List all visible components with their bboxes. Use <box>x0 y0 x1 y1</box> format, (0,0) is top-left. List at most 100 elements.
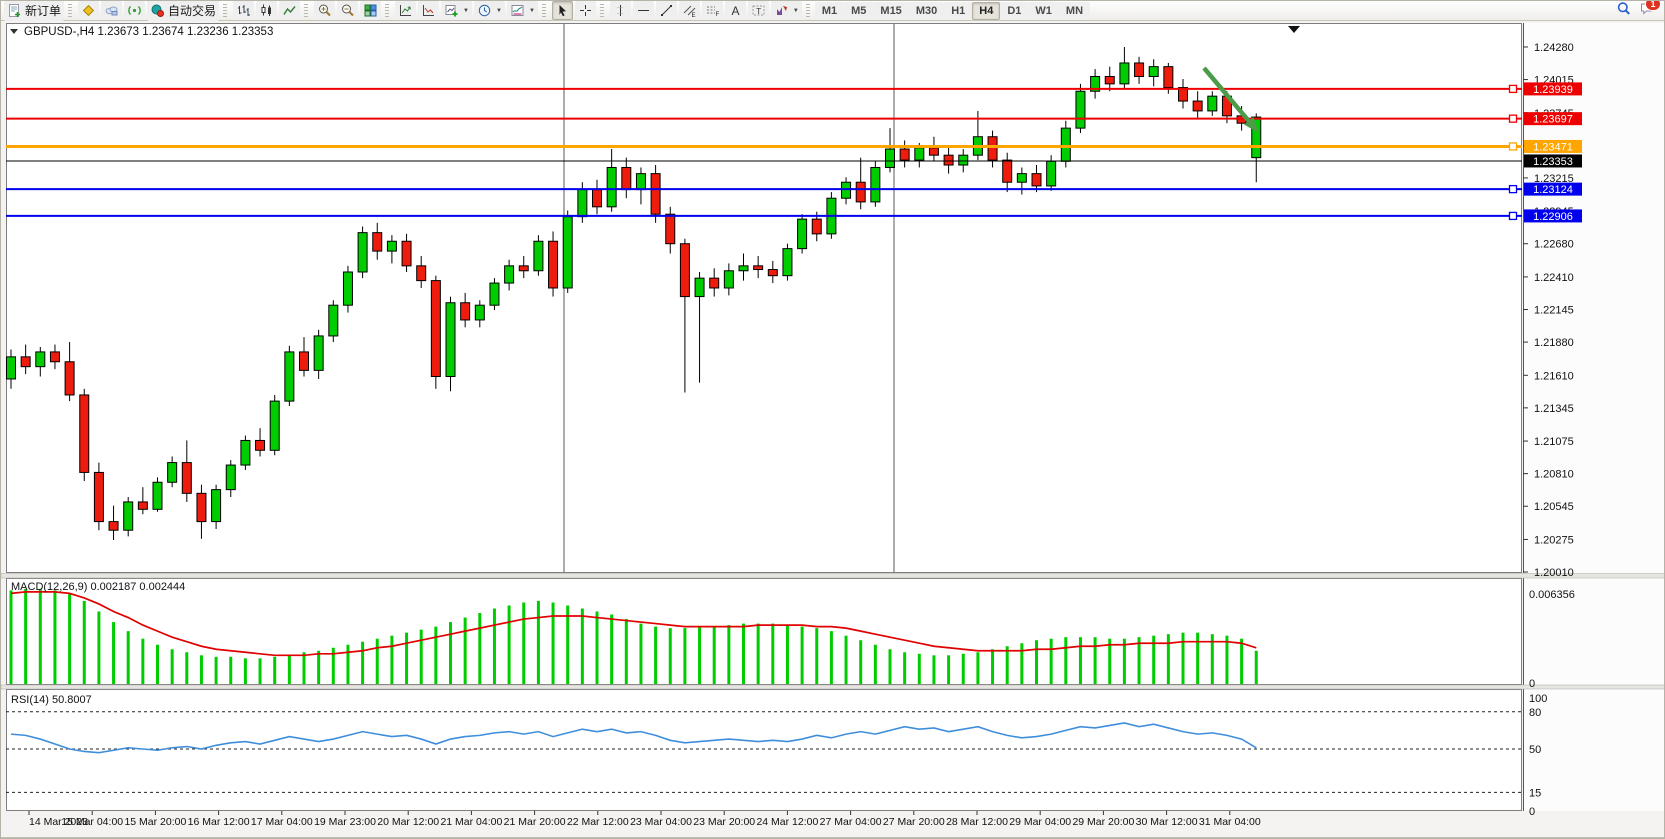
terminal-button[interactable] <box>101 1 123 20</box>
svg-text:27 Mar 20:00: 27 Mar 20:00 <box>883 816 945 828</box>
indicators-window-button[interactable] <box>395 1 417 20</box>
notification-badge: 1 <box>1645 1 1661 11</box>
svg-text:16 Mar 12:00: 16 Mar 12:00 <box>188 816 250 828</box>
arrows-icon <box>774 3 789 18</box>
timeframe-mn-button[interactable]: MN <box>1058 1 1091 20</box>
svg-text:100: 100 <box>1529 693 1547 705</box>
search-button[interactable] <box>1616 1 1631 21</box>
signals-button[interactable] <box>124 1 146 20</box>
toolbar-group-profiles: ▼ ▼ ▼ <box>392 1 541 20</box>
svg-text:GBPUSD-,H4 1.23673 1.23674 1.: GBPUSD-,H4 1.23673 1.23674 1.23236 1.233… <box>24 26 273 38</box>
template-icon <box>510 3 525 18</box>
svg-text:1.20545: 1.20545 <box>1534 501 1574 513</box>
candle-chart-icon <box>259 3 274 18</box>
timeframe-m30-button[interactable]: M30 <box>908 1 945 20</box>
cursor-icon <box>555 3 570 18</box>
svg-text:1.20275: 1.20275 <box>1534 534 1574 546</box>
add-indicator-icon <box>444 3 459 18</box>
toolbar-right: 1 <box>1616 1 1664 21</box>
market-watch-button[interactable] <box>78 1 100 20</box>
svg-text:21 Mar 04:00: 21 Mar 04:00 <box>440 816 502 828</box>
svg-text:1.22906: 1.22906 <box>1533 211 1573 223</box>
toolbar-group-cursor-tools <box>549 1 599 20</box>
svg-text:1.21075: 1.21075 <box>1534 436 1574 448</box>
toolbar-group-objects: E F A T ▼ <box>607 1 805 20</box>
svg-text:29 Mar 20:00: 29 Mar 20:00 <box>1072 816 1134 828</box>
candlesticks-layer <box>6 46 1262 541</box>
svg-text:1.20010: 1.20010 <box>1534 567 1574 579</box>
cloud-icon <box>104 3 119 18</box>
templates-button[interactable]: ▼ <box>506 1 538 20</box>
pane-frames <box>1 23 1664 838</box>
zoom-in-button[interactable] <box>314 1 336 20</box>
bar-chart-button[interactable] <box>233 1 255 20</box>
bar-chart-icon <box>236 3 251 18</box>
line-chart-button[interactable] <box>279 1 301 20</box>
svg-text:80: 80 <box>1529 707 1541 719</box>
timeframe-m5-button[interactable]: M5 <box>844 1 874 20</box>
tile-icon <box>363 3 378 18</box>
timeframe-m1-button[interactable]: M1 <box>814 1 845 20</box>
hline-icon <box>636 3 651 18</box>
svg-text:1.22680: 1.22680 <box>1534 239 1574 251</box>
dropdown-arrow-icon[interactable]: ▼ <box>792 7 799 14</box>
toolbar-grip <box>223 4 228 17</box>
crosshair-button[interactable] <box>574 1 596 20</box>
timeframe-h1-button[interactable]: H1 <box>944 1 973 20</box>
rsi-pane: RSI(14) 50.8007 100 80 50 15 0 <box>6 693 1547 818</box>
text-a-icon: A <box>728 3 743 18</box>
arrow-objects-button[interactable]: ▼ <box>770 1 802 20</box>
timeframe-d1-button[interactable]: D1 <box>1000 1 1029 20</box>
svg-text:A: A <box>731 4 739 18</box>
timeframe-h4-button[interactable]: H4 <box>972 1 1001 20</box>
line-chart-icon <box>282 3 297 18</box>
toolbar-grip <box>68 4 73 17</box>
notifications-button[interactable]: 1 <box>1639 1 1661 21</box>
text-label-button[interactable]: T <box>747 1 769 20</box>
vertical-line-button[interactable] <box>609 1 631 20</box>
indicator-a-icon <box>398 3 413 18</box>
trendline-button[interactable] <box>655 1 677 20</box>
auto-trading-button[interactable]: 自动交易 <box>147 1 220 21</box>
svg-text:1.24280: 1.24280 <box>1534 42 1574 54</box>
vline-icon <box>613 3 628 18</box>
timeframe-w1-button[interactable]: W1 <box>1028 1 1059 20</box>
text-button[interactable]: A <box>724 1 746 20</box>
svg-text:27 Mar 04:00: 27 Mar 04:00 <box>820 816 882 828</box>
svg-text:E: E <box>691 13 695 18</box>
new-order-label: 新订单 <box>25 4 62 18</box>
zoom-out-icon <box>340 3 355 18</box>
svg-text:0.006356: 0.006356 <box>1529 589 1575 601</box>
gold-box-icon <box>81 3 96 18</box>
fibonacci-button[interactable]: F <box>701 1 723 20</box>
horizontal-line-button[interactable] <box>632 1 654 20</box>
dropdown-arrow-icon[interactable]: ▼ <box>528 7 535 14</box>
dropdown-arrow-icon[interactable]: ▼ <box>463 7 469 14</box>
zoom-out-button[interactable] <box>337 1 359 20</box>
svg-text:1.23124: 1.23124 <box>1533 184 1573 196</box>
svg-text:0: 0 <box>1529 806 1535 818</box>
trendline-icon <box>659 3 674 18</box>
svg-text:1.21880: 1.21880 <box>1534 337 1574 349</box>
chart-window[interactable]: 1.242801.240151.237451.234801.232151.229… <box>1 21 1665 839</box>
dropdown-arrow-icon[interactable]: ▼ <box>495 7 502 14</box>
periods-button[interactable]: ▼ <box>473 1 505 20</box>
svg-text:1.22145: 1.22145 <box>1534 304 1574 316</box>
svg-text:14 Mar 2023: 14 Mar 2023 <box>29 816 88 828</box>
add-indicator-button[interactable]: ▼ <box>441 1 472 20</box>
new-order-button[interactable]: 新订单 <box>4 1 65 21</box>
toolbar-grip <box>385 4 390 17</box>
clock-icon <box>477 3 492 18</box>
equidistant-channel-button[interactable]: E <box>678 1 700 20</box>
tile-windows-button[interactable] <box>360 1 382 20</box>
signal-icon <box>127 3 142 18</box>
timeframe-m15-button[interactable]: M15 <box>873 1 909 20</box>
chart-shift-marker-icon <box>1288 26 1300 33</box>
svg-text:22 Mar 12:00: 22 Mar 12:00 <box>567 816 629 828</box>
trend-arrow-annotation <box>1202 26 1300 133</box>
toolbar-grip <box>541 4 546 17</box>
data-window-button[interactable] <box>418 1 440 20</box>
candlestick-chart-button[interactable] <box>256 1 278 20</box>
cursor-button[interactable] <box>551 1 573 20</box>
svg-text:17 Mar 04:00: 17 Mar 04:00 <box>251 816 313 828</box>
